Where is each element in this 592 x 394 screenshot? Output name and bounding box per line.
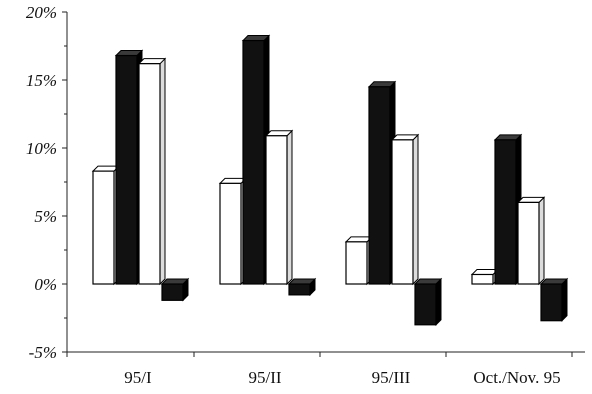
bar-top	[516, 196, 546, 203]
bar	[91, 164, 121, 286]
chart-bars	[91, 34, 569, 327]
bar-front	[345, 241, 368, 285]
bar-top	[241, 35, 271, 42]
bar-top	[413, 278, 443, 285]
bar-top	[218, 177, 248, 184]
bar-front	[92, 170, 115, 285]
y-tick-label: 20%	[26, 3, 57, 22]
bar-side	[159, 57, 166, 286]
bar-top	[114, 50, 144, 57]
x-tick-label: 95/II	[248, 368, 281, 387]
bar	[539, 277, 569, 322]
bar	[470, 268, 500, 286]
bar-top	[390, 134, 420, 141]
x-tick-label: 95/III	[372, 368, 411, 387]
bar-front	[414, 283, 437, 326]
bar-top	[493, 134, 523, 141]
bar	[516, 196, 546, 286]
bar-top	[91, 165, 121, 172]
bar-top	[470, 268, 500, 275]
bar	[493, 133, 523, 286]
y-tick-label: 10%	[26, 139, 57, 158]
chart-labels: 20% 15% 10% 5% 0% -5% 95/I 95/II 95/III Oct./Nov.…	[26, 3, 561, 387]
bar-top	[160, 278, 190, 285]
bar	[367, 80, 397, 286]
x-tick-label: Oct./Nov. 95	[473, 368, 560, 387]
bar-front	[115, 54, 138, 285]
bar	[264, 129, 294, 286]
bar	[390, 133, 420, 286]
bar-front	[540, 283, 563, 322]
y-tick-label: -5%	[29, 343, 57, 362]
bar	[137, 57, 167, 286]
bar-side	[538, 196, 545, 286]
bar-top	[137, 58, 167, 65]
bar-side	[561, 277, 568, 322]
bar	[218, 177, 248, 286]
bar	[413, 277, 443, 327]
x-tick-label: 95/I	[124, 368, 152, 387]
bar-top	[264, 130, 294, 137]
bar-front	[471, 273, 494, 285]
bar-front	[161, 283, 184, 301]
bar-front	[265, 135, 288, 285]
bar	[287, 277, 317, 297]
bar-front	[494, 139, 517, 285]
bar-front	[288, 283, 311, 296]
bar-top	[287, 278, 317, 285]
bar-side	[412, 133, 419, 286]
bar-front	[242, 39, 265, 285]
bar-front	[517, 201, 540, 285]
chart-axes	[62, 11, 585, 357]
bar	[241, 34, 271, 286]
bar	[344, 235, 374, 286]
bar-side	[286, 129, 293, 286]
bar-side	[435, 277, 442, 327]
bar-top	[539, 278, 569, 285]
bar	[114, 49, 144, 286]
bar-top	[367, 81, 397, 88]
bar	[160, 277, 190, 302]
bar-top	[344, 236, 374, 243]
y-tick-label: 5%	[34, 207, 57, 226]
bar-front	[219, 182, 242, 285]
y-tick-label: 0%	[34, 275, 57, 294]
bar-front	[138, 63, 161, 285]
bar-front	[391, 139, 414, 285]
y-tick-label: 15%	[26, 71, 57, 90]
bar-front	[368, 86, 391, 285]
